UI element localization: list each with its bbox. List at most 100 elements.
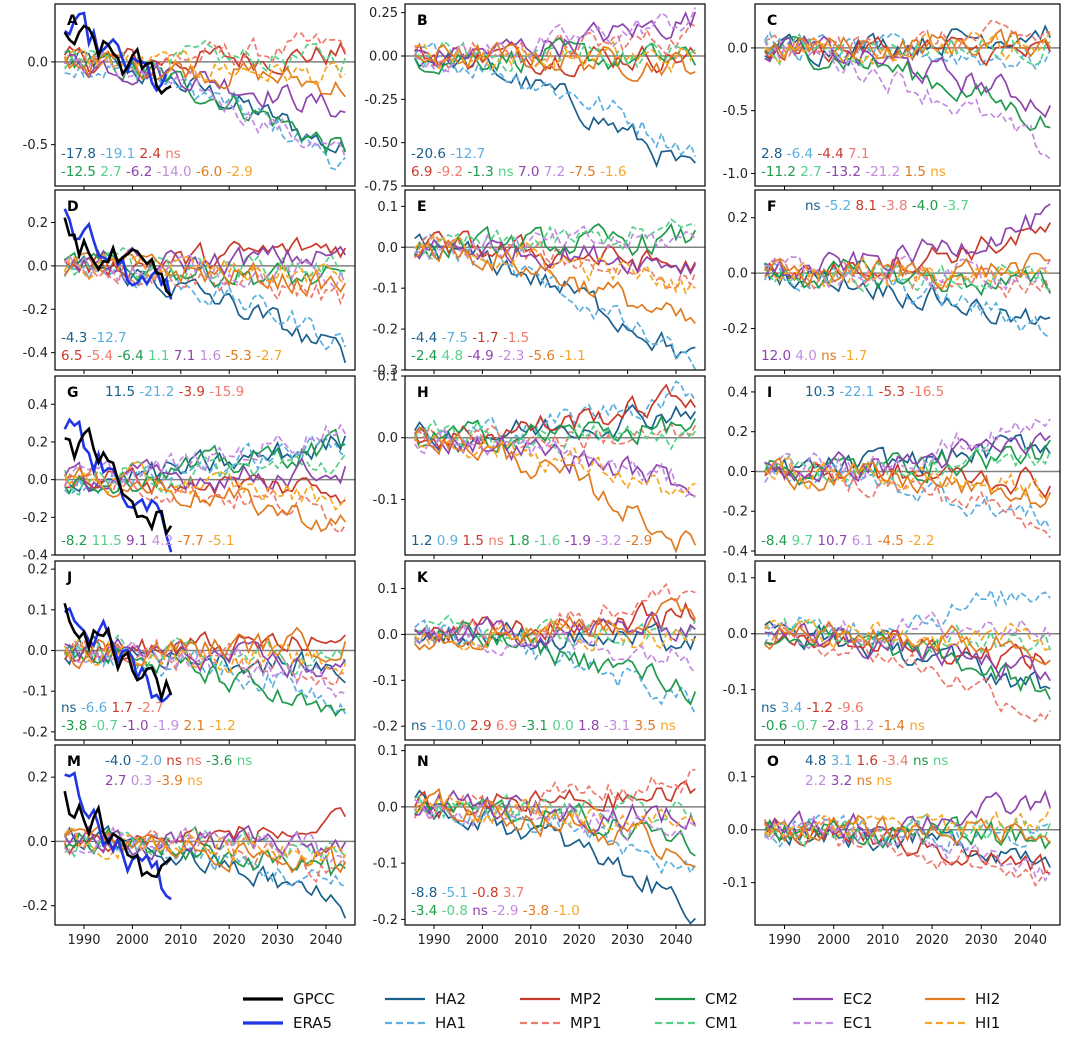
panel-label: F: [767, 199, 777, 215]
x-tick-label: 1990: [67, 933, 100, 948]
x-tick-label: 2020: [213, 933, 246, 948]
series-EC1: [64, 51, 347, 158]
panel-label: E: [417, 199, 427, 215]
legend-item-EC1: EC1: [793, 1014, 873, 1032]
series-CM2: [413, 222, 697, 261]
trend-value-HI1: ns: [905, 718, 925, 734]
trend-annotation: -3.4 -0.8 ns -2.9 -3.8 -1.0: [411, 903, 580, 919]
y-tick-label: -0.1: [373, 493, 398, 508]
trend-value-HI2: -4.5: [873, 533, 904, 549]
trend-value-MP2: -5.3: [874, 384, 905, 400]
trend-value-MP1: -3.4: [878, 753, 909, 769]
figure-panels: 0.0 -0.5 A -17.8 -19.1 2.4 ns -12.5 2.7 -6.2…: [23, 3, 1061, 948]
legend-label: ERA5: [293, 1014, 332, 1032]
trend-annotation: -8.2 11.5 9.1 4.2 -7.7 -5.1: [61, 533, 235, 549]
trend-value-CM1: 9.7: [787, 533, 813, 549]
series-HI1: [63, 636, 347, 677]
x-tick-label: 1990: [417, 933, 450, 948]
y-tick-label: 0.1: [377, 744, 398, 759]
panel-label: B: [417, 13, 428, 29]
y-tick-label: -0.5: [723, 104, 748, 119]
series-CM1: [413, 614, 697, 647]
trend-value-HA2: -20.6: [411, 146, 446, 162]
trend-annotation: 12.0 4.0 ns -1.7: [761, 348, 867, 364]
y-tick-label: -0.2: [373, 913, 398, 928]
series-HI1: [64, 827, 347, 866]
legend-item-EC2: EC2: [793, 990, 873, 1008]
trend-value-MP1: -5.4: [82, 348, 113, 364]
trend-annotation: -12.5 2.7 -6.2 -14.0 -6.0 -2.9: [61, 164, 253, 180]
y-tick-label: -0.2: [373, 720, 398, 735]
trend-value-EC1: -2.3: [494, 348, 525, 364]
trend-value-MP1: 3.7: [499, 885, 525, 901]
series-HA1: [413, 40, 697, 157]
trend-value-CM1: 1.1: [144, 348, 170, 364]
panel-K: 0.1 0.0 -0.1 -0.2 Kns -10.0 2.9 6.9 -3.1 0.0…: [373, 560, 706, 744]
series-HI1: [764, 807, 1051, 842]
trend-value-CM1: -0.7: [87, 718, 118, 734]
series-HI2: [414, 597, 697, 651]
panel-L: 0.1 0.0 -0.1 Lns 3.4 -1.2 -9.6 -0.6 -0.7 -2.…: [723, 560, 1061, 744]
panel-frame: [54, 189, 356, 371]
trend-value-CM1: 4.8: [437, 348, 463, 364]
trend-value-MP2: 6.9: [411, 164, 432, 180]
trend-annotation: -3.8 -0.7 -1.0 -1.9 2.1 -1.2: [61, 718, 236, 734]
y-tick-label: 0.0: [727, 823, 748, 838]
trend-value-CM1: 2.7: [96, 164, 122, 180]
x-tick-label: 1990: [768, 933, 801, 948]
trend-value-HI1: -2.9: [222, 164, 253, 180]
y-tick-label: -0.1: [373, 857, 398, 872]
series-HI2: [414, 41, 696, 82]
series-group: [763, 789, 1052, 888]
panel-label: H: [417, 385, 429, 401]
trend-value-EC1: -3.2: [591, 533, 622, 549]
y-tick-label: -0.1: [373, 282, 398, 297]
trend-annotation: -11.2 2.7 -13.2 -21.2 1.5 ns: [761, 164, 946, 180]
trend-annotation: -4.4 -7.5 -1.7 -1.5: [411, 330, 529, 346]
trend-value-HI1: -2.2: [904, 533, 935, 549]
trend-value-HI2: -3.9: [152, 773, 183, 789]
trend-value-HI1: -2.7: [252, 348, 283, 364]
trend-annotation: 4.8 3.1 1.6 -3.4 ns ns: [805, 753, 948, 769]
series-CM2: [764, 815, 1051, 850]
trend-value-CM2: -3.1: [517, 718, 548, 734]
series-group: [413, 7, 697, 168]
y-tick-label: 0.2: [727, 425, 748, 440]
trend-value-EC2: -6.2: [122, 164, 153, 180]
series-GPCC: [63, 790, 172, 879]
series-EC2: [764, 431, 1051, 483]
series-EC1: [764, 815, 1051, 883]
trend-value-HI1: -1.2: [205, 718, 236, 734]
y-tick-label: -0.25: [364, 93, 398, 108]
trend-value-EC2: 9.1: [122, 533, 148, 549]
trend-value-HI2: 1.5: [900, 164, 926, 180]
trend-value-HA1: -19.1: [96, 146, 135, 162]
panel-frame: [754, 375, 1061, 556]
series-HA1: [64, 60, 346, 171]
trend-value-HI2: -7.5: [565, 164, 596, 180]
series-ERA5: [63, 11, 168, 93]
series-MP1: [64, 258, 347, 306]
x-tick-label: 2030: [965, 933, 998, 948]
series-CM2: [764, 258, 1051, 297]
trend-value-MP2: -4.4: [813, 146, 844, 162]
y-tick-label: -0.50: [364, 136, 398, 151]
series-HA1: [64, 640, 347, 716]
trend-value-EC1: -3.1: [600, 718, 631, 734]
series-ERA5: [63, 606, 173, 704]
y-tick-label: 0.2: [727, 211, 748, 226]
y-tick-label: 0.1: [727, 571, 748, 586]
trend-value-CM2: -2.4: [411, 348, 437, 364]
trend-value-EC2: 2.7: [105, 773, 126, 789]
trend-value-EC2: 1.8: [574, 718, 600, 734]
series-EC2: [764, 789, 1052, 840]
series-HI2: [64, 463, 346, 533]
trend-value-MP2: -1.2: [802, 700, 833, 716]
panel-frame: [404, 560, 706, 741]
trend-value-HI1: -1.0: [549, 903, 580, 919]
trend-annotation: -17.8 -19.1 2.4 ns: [61, 146, 181, 162]
series-EC2: [414, 11, 697, 67]
trend-value-MP1: -3.8: [877, 198, 908, 214]
series-HI2: [414, 239, 696, 325]
trend-value-EC2: 10.7: [813, 533, 847, 549]
